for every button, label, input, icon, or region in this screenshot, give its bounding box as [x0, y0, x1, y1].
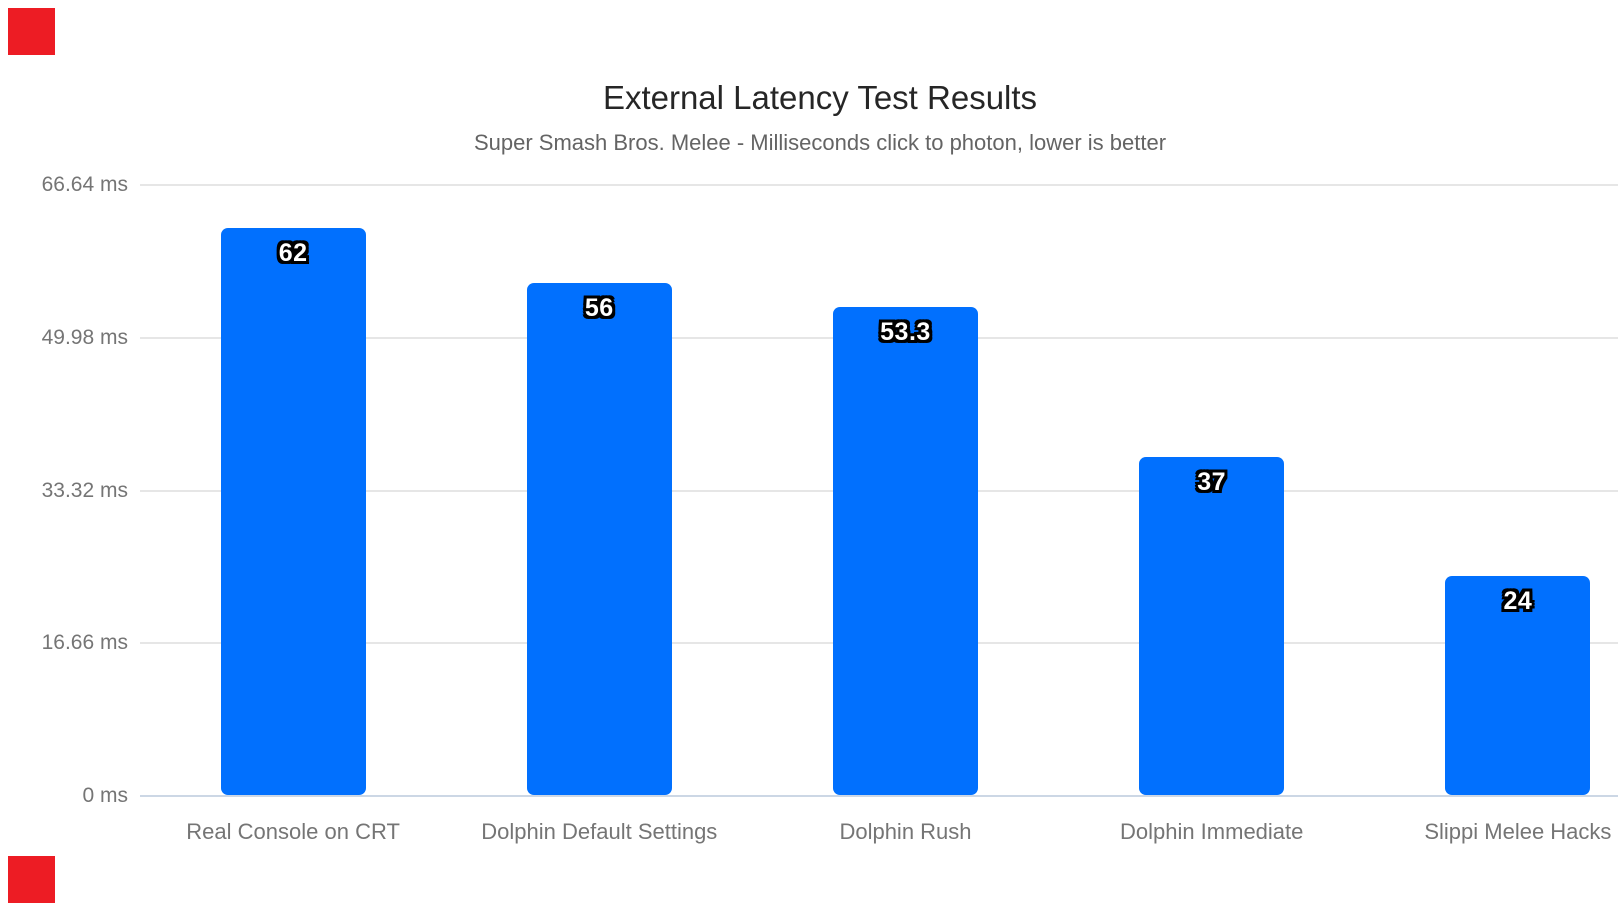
red-marker-bottom-left — [8, 856, 55, 903]
x-axis-category-label: Dolphin Rush — [839, 819, 972, 844]
bar-value-label: 62 — [278, 238, 308, 267]
chart-subtitle: Super Smash Bros. Melee - Milliseconds c… — [473, 130, 1167, 155]
bar-value-label: 37 — [1197, 467, 1227, 496]
x-axis-category-label: Dolphin Immediate — [1119, 819, 1304, 844]
y-axis-tick-label: 0 ms — [82, 784, 128, 807]
bar-value-label: 56 — [584, 293, 614, 322]
chart-title: External Latency Test Results — [602, 79, 1038, 116]
y-axis-tick-label: 49.98 ms — [41, 325, 128, 349]
y-axis-tick-label: 33.32 ms — [41, 478, 128, 502]
x-axis-category-label: Dolphin Default Settings — [481, 819, 718, 844]
bar — [526, 282, 672, 795]
bar — [1445, 575, 1591, 795]
x-axis-category-label: Real Console on CRT — [186, 819, 400, 844]
x-axis-line — [140, 795, 1618, 797]
red-marker-top-left — [8, 8, 55, 55]
y-axis-tick-label: 66.64 ms — [41, 173, 128, 196]
y-axis-tick-label: 16.66 ms — [41, 631, 128, 655]
bar — [833, 307, 978, 795]
x-axis-category-label: Slippi Melee Hacks — [1424, 819, 1612, 844]
bar — [220, 227, 366, 795]
bar-value-label: 24 — [1503, 586, 1533, 615]
bar-value-label: 53.3 — [880, 318, 931, 347]
bar — [1139, 456, 1285, 795]
gridline — [140, 184, 1618, 186]
